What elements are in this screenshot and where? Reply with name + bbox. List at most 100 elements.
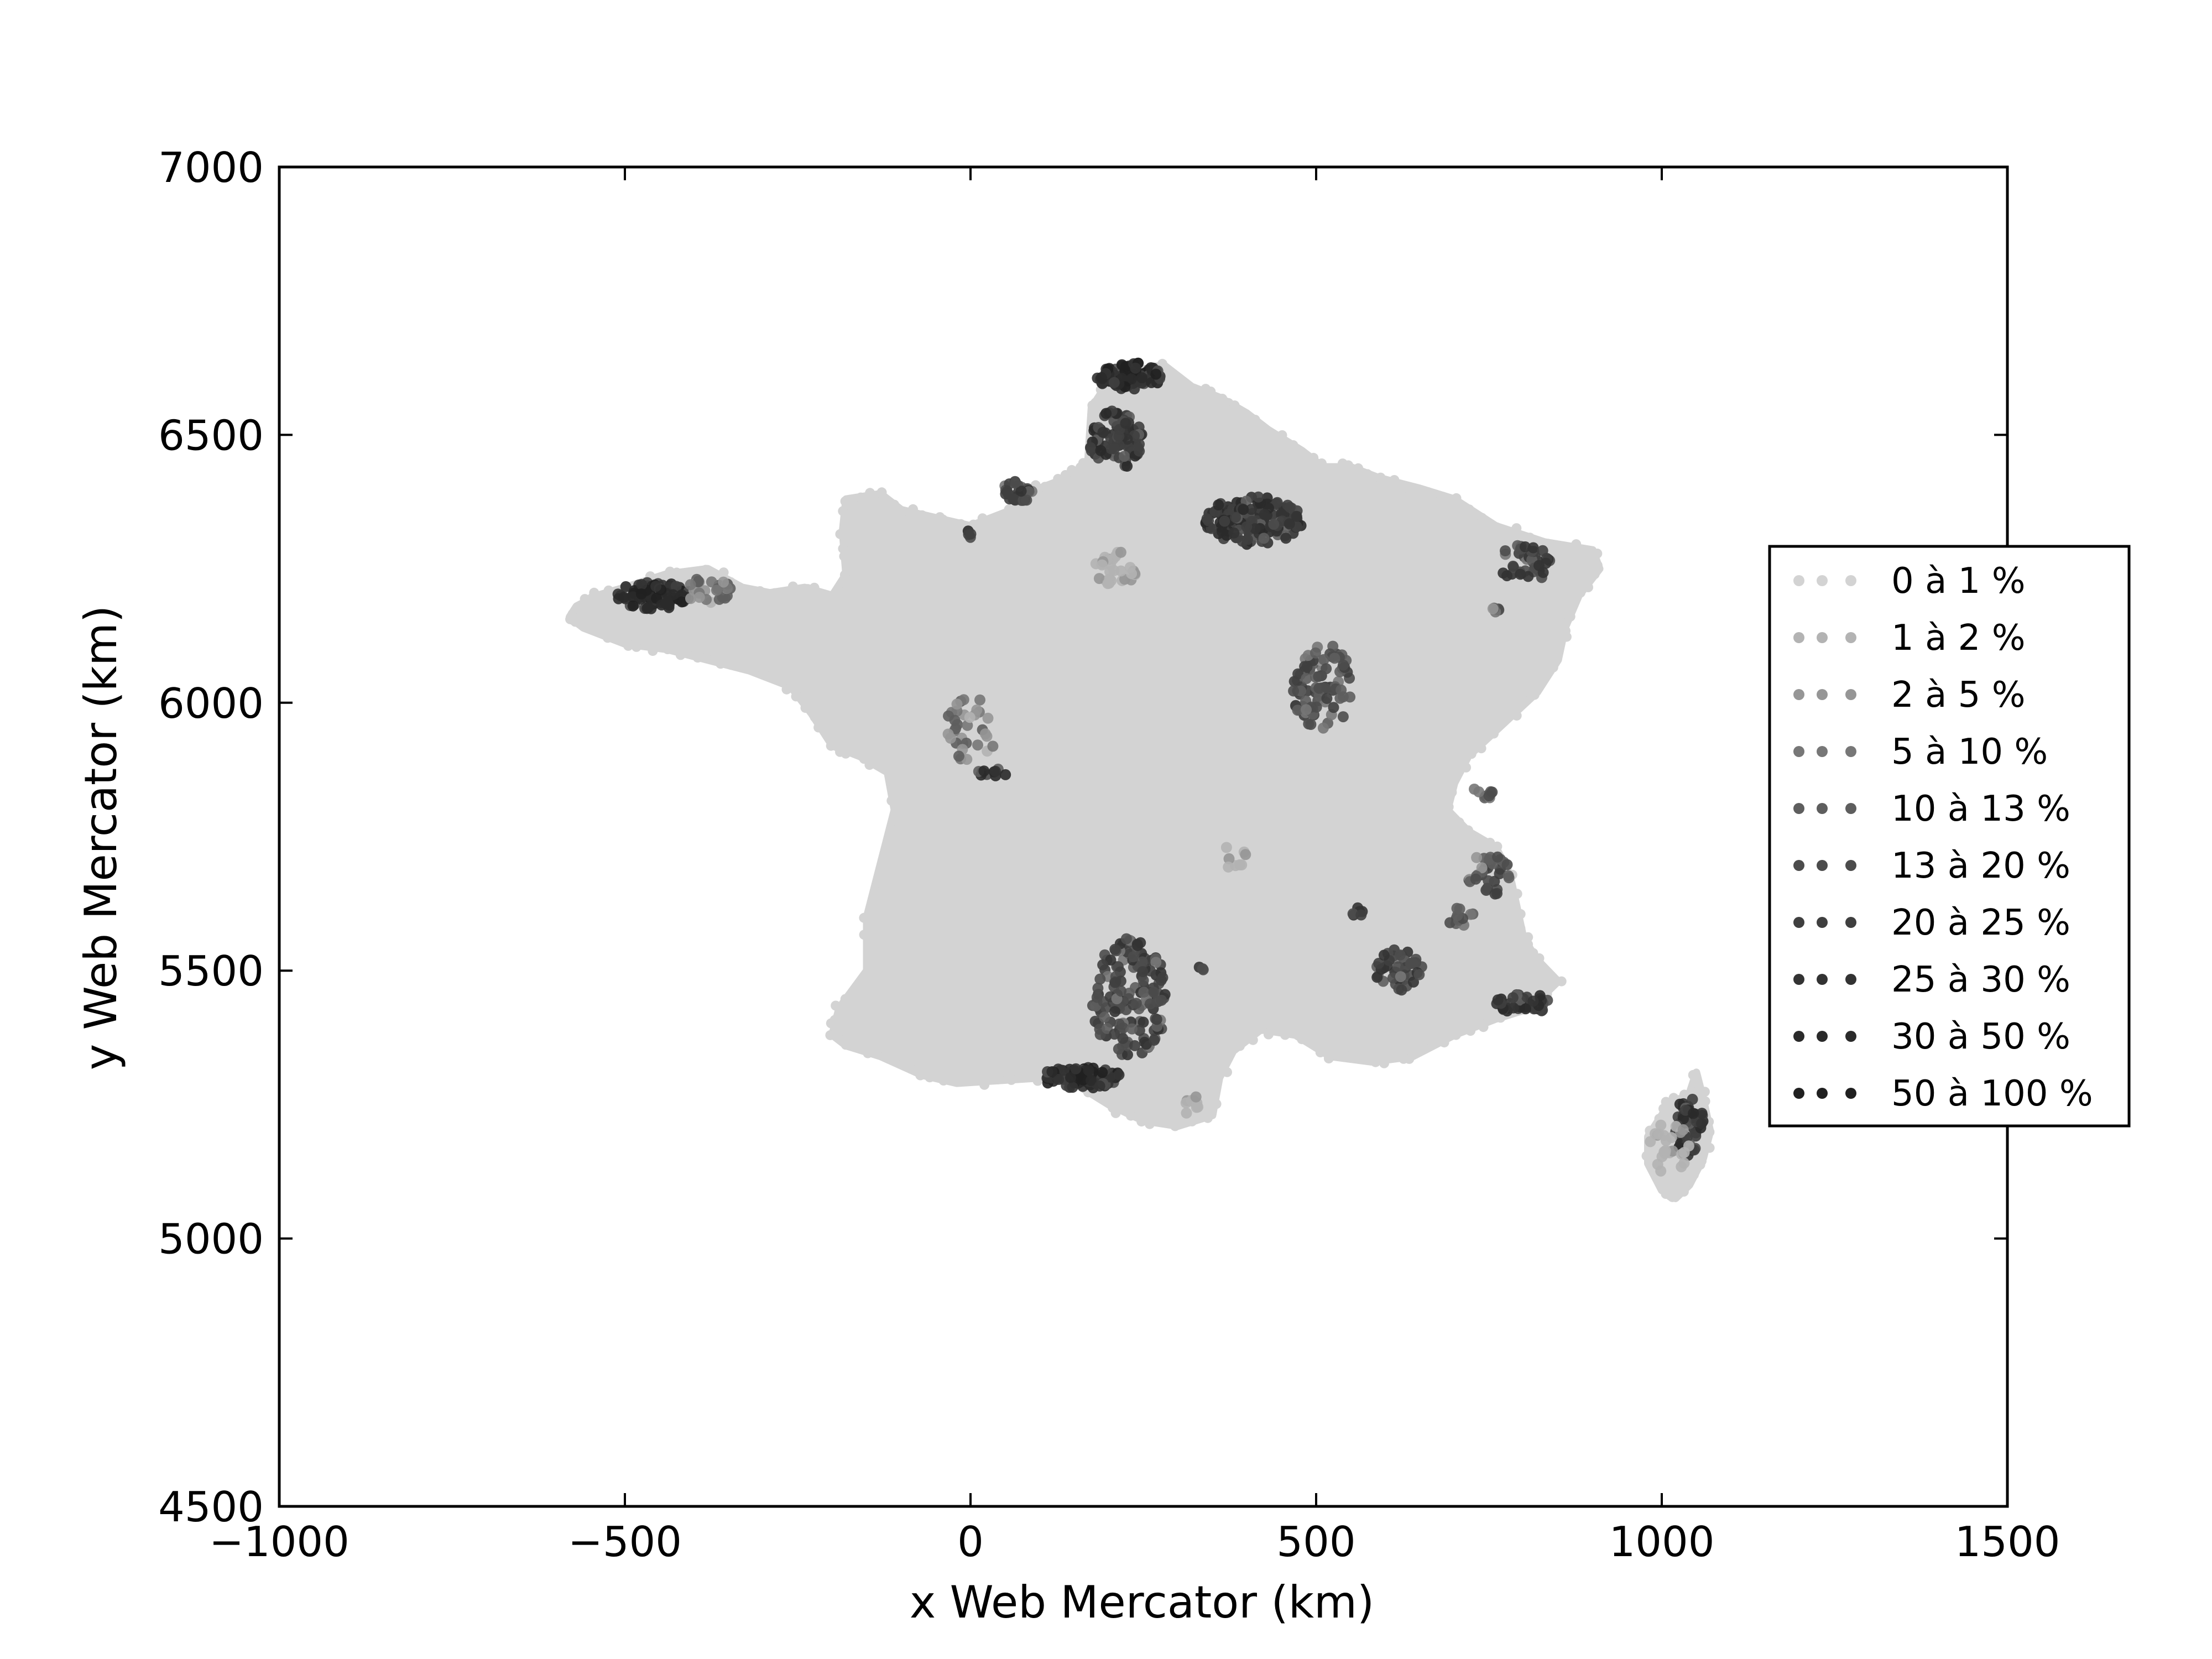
legend-marker bbox=[1793, 803, 1804, 814]
scatter-point bbox=[1661, 1189, 1671, 1199]
scatter-point bbox=[1492, 841, 1503, 852]
scatter-point bbox=[1446, 815, 1457, 826]
scatter-point bbox=[1190, 1091, 1202, 1103]
scatter-point bbox=[1466, 749, 1477, 759]
scatter-point bbox=[1527, 542, 1539, 554]
scatter-point bbox=[1353, 1051, 1364, 1062]
x-axis-label: x Web Mercator (km) bbox=[910, 1577, 1374, 1628]
legend-label: 10 à 13 % bbox=[1891, 789, 2070, 830]
scatter-point bbox=[1000, 769, 1011, 780]
scatter-point bbox=[1078, 458, 1088, 468]
legend: 0 à 1 % 1 à 2 % 2 à 5 % 5 à 10 % 10 à 13 % 13… bbox=[1768, 545, 2131, 1128]
scatter-point bbox=[1338, 691, 1349, 703]
scatter-point bbox=[1253, 491, 1264, 503]
scatter-point bbox=[1046, 1066, 1058, 1077]
legend-marker bbox=[1845, 917, 1856, 928]
scatter-point bbox=[791, 691, 801, 702]
scatter-point bbox=[1256, 1024, 1267, 1034]
x-tick-label: 500 bbox=[1276, 1517, 1355, 1566]
scatter-point bbox=[1138, 1016, 1149, 1028]
scatter-point bbox=[1230, 512, 1241, 523]
legend-marker bbox=[1845, 575, 1856, 586]
scatter-point bbox=[1523, 939, 1533, 950]
scatter-point bbox=[1477, 513, 1487, 523]
scatter-point bbox=[1338, 659, 1349, 671]
scatter-point bbox=[839, 570, 850, 580]
scatter-point bbox=[1203, 1113, 1213, 1123]
scatter-point bbox=[718, 576, 729, 588]
scatter-point bbox=[1150, 957, 1162, 968]
scatter-point bbox=[1203, 515, 1214, 526]
scatter-point bbox=[1489, 728, 1499, 739]
scatter-point bbox=[1507, 1002, 1519, 1014]
scatter-point bbox=[1337, 711, 1349, 723]
scatter-point bbox=[865, 488, 875, 498]
scatter-point bbox=[974, 694, 985, 706]
scatter-point bbox=[692, 566, 702, 577]
y-tick-label: 6500 bbox=[158, 411, 264, 460]
scatter-point bbox=[1353, 463, 1364, 473]
legend-box bbox=[1768, 545, 2131, 1128]
legend-marker bbox=[1845, 746, 1856, 757]
scatter-point bbox=[1656, 1179, 1667, 1189]
y-tick-label: 5500 bbox=[158, 947, 264, 995]
scatter-point bbox=[1323, 1053, 1334, 1063]
scatter-point bbox=[1000, 488, 1011, 500]
scatter-point bbox=[1501, 859, 1513, 870]
scatter-point bbox=[978, 765, 990, 777]
scatter-point bbox=[635, 588, 647, 599]
point-cluster bbox=[1193, 962, 1209, 975]
legend-marker bbox=[1817, 860, 1828, 871]
legend-marker bbox=[1817, 746, 1828, 757]
scatter-point bbox=[1292, 668, 1304, 680]
scatter-point bbox=[1396, 984, 1407, 996]
scatter-point bbox=[1307, 454, 1318, 464]
scatter-point bbox=[631, 641, 641, 652]
scatter-point bbox=[1658, 1111, 1668, 1121]
legend-marker bbox=[1793, 575, 1804, 586]
legend-item: 0 à 1 % bbox=[1793, 561, 2026, 602]
scatter-point bbox=[1575, 587, 1585, 598]
scatter-point bbox=[885, 765, 896, 775]
scatter-point bbox=[979, 1079, 990, 1090]
scatter-point bbox=[1655, 1119, 1667, 1131]
scatter-point bbox=[835, 747, 845, 757]
scatter-point bbox=[800, 703, 811, 713]
legend-marker bbox=[1793, 746, 1804, 757]
scatter-point bbox=[1130, 998, 1142, 1009]
scatter-point bbox=[1125, 373, 1137, 385]
scatter-point bbox=[820, 591, 831, 601]
scatter-point bbox=[1268, 519, 1280, 530]
legend-label: 1 à 2 % bbox=[1891, 618, 2026, 659]
scatter-point bbox=[1355, 909, 1367, 921]
scatter-point bbox=[835, 529, 846, 539]
scatter-point bbox=[1375, 472, 1386, 483]
scatter-point bbox=[1688, 1108, 1699, 1119]
scatter-point bbox=[743, 586, 754, 596]
scatter-point bbox=[1533, 560, 1545, 571]
scatter-point bbox=[841, 1040, 851, 1050]
scatter-point bbox=[1470, 873, 1481, 885]
scatter-point bbox=[1018, 494, 1029, 506]
scatter-point bbox=[1187, 1116, 1197, 1126]
legend-marker bbox=[1793, 1031, 1804, 1042]
scatter-point bbox=[1097, 959, 1109, 971]
scatter-point bbox=[1094, 1080, 1105, 1092]
scatter-point bbox=[1471, 852, 1483, 863]
scatter-point bbox=[1551, 643, 1561, 654]
scatter-point bbox=[886, 795, 897, 806]
scatter-point bbox=[1134, 439, 1145, 450]
scatter-point bbox=[987, 740, 999, 752]
point-cluster bbox=[1487, 602, 1505, 618]
scatter-point bbox=[1389, 475, 1400, 485]
scatter-point bbox=[1095, 445, 1107, 456]
legend-label: 13 à 20 % bbox=[1891, 846, 2070, 886]
point-cluster bbox=[1491, 989, 1553, 1017]
scatter-point bbox=[1223, 853, 1235, 864]
scatter-point bbox=[965, 528, 977, 540]
scatter-point bbox=[855, 979, 865, 989]
scatter-point bbox=[1121, 461, 1133, 472]
scatter-point bbox=[1122, 1049, 1133, 1061]
scatter-point bbox=[711, 585, 722, 596]
scatter-point bbox=[648, 646, 658, 656]
